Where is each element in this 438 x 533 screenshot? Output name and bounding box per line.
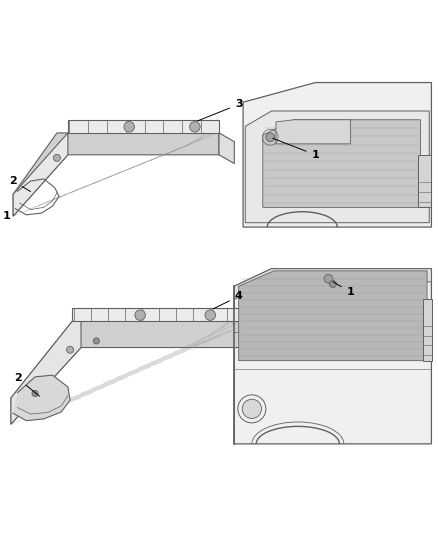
- Text: 4: 4: [213, 291, 243, 309]
- Circle shape: [93, 338, 99, 344]
- Circle shape: [135, 310, 145, 320]
- Text: 1: 1: [2, 211, 10, 221]
- Polygon shape: [11, 321, 243, 424]
- Bar: [423, 300, 432, 361]
- Polygon shape: [13, 133, 219, 216]
- Bar: [418, 155, 431, 207]
- Circle shape: [266, 133, 275, 142]
- Circle shape: [329, 280, 336, 287]
- Text: 1: 1: [333, 282, 354, 297]
- Circle shape: [67, 346, 74, 353]
- Polygon shape: [243, 321, 261, 356]
- Polygon shape: [68, 120, 219, 133]
- Polygon shape: [72, 308, 243, 321]
- Circle shape: [124, 122, 134, 132]
- Polygon shape: [234, 269, 431, 444]
- Circle shape: [324, 274, 333, 283]
- Circle shape: [53, 155, 60, 161]
- Polygon shape: [13, 133, 68, 216]
- Polygon shape: [11, 321, 81, 424]
- Text: 2: 2: [14, 373, 39, 396]
- Text: 2: 2: [9, 176, 31, 191]
- Circle shape: [32, 391, 38, 397]
- Polygon shape: [239, 271, 427, 361]
- Circle shape: [242, 399, 261, 418]
- Text: 1: 1: [273, 138, 319, 160]
- Circle shape: [190, 122, 200, 132]
- Circle shape: [205, 310, 215, 320]
- Polygon shape: [219, 133, 234, 164]
- Polygon shape: [13, 375, 70, 421]
- Polygon shape: [234, 269, 431, 300]
- Polygon shape: [263, 120, 420, 207]
- Polygon shape: [276, 120, 350, 144]
- Text: 3: 3: [198, 100, 243, 121]
- Polygon shape: [245, 111, 429, 223]
- Polygon shape: [243, 83, 431, 227]
